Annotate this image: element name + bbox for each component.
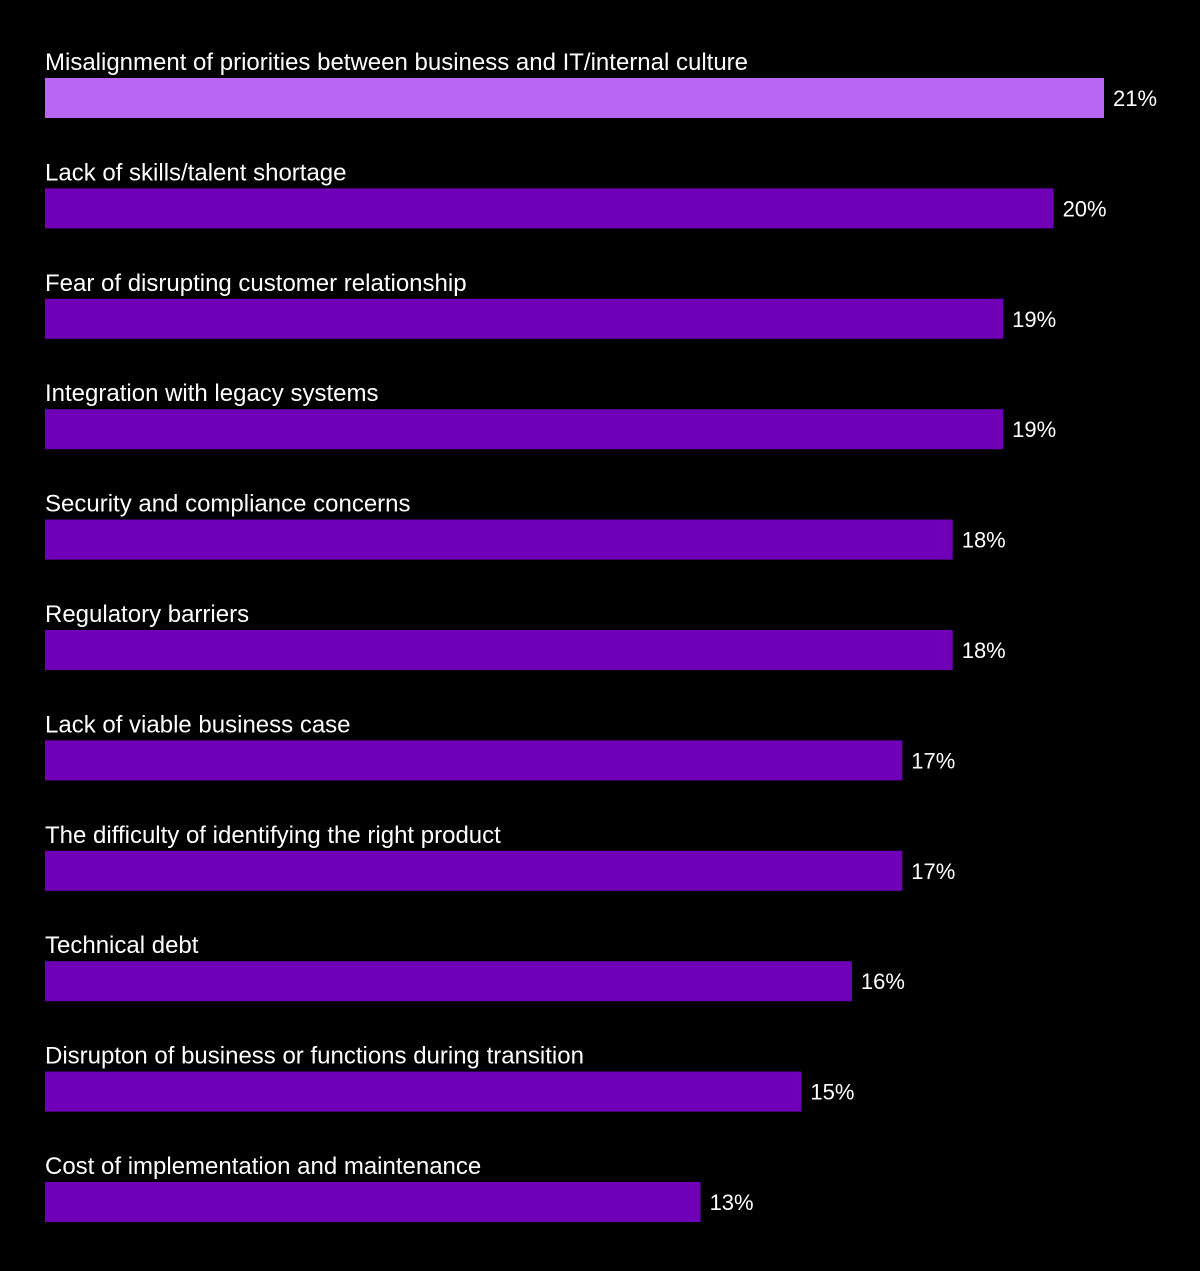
- category-label: Disrupton of business or functions durin…: [45, 1043, 584, 1070]
- bar: [45, 188, 1054, 229]
- bar: [45, 740, 903, 781]
- value-label: 13%: [710, 1190, 754, 1215]
- bar: [45, 409, 1004, 450]
- category-label: Technical debt: [45, 932, 199, 959]
- value-label: 16%: [861, 969, 905, 994]
- value-label: 20%: [1063, 196, 1107, 221]
- value-label: 19%: [1012, 417, 1056, 442]
- bar: [45, 1182, 701, 1222]
- bar: [45, 78, 1104, 118]
- value-label: 15%: [810, 1080, 854, 1105]
- bar: [45, 519, 953, 560]
- bar: [45, 850, 903, 891]
- value-label: 21%: [1113, 86, 1157, 111]
- category-label: Security and compliance concerns: [45, 491, 411, 518]
- value-label: 18%: [962, 528, 1006, 553]
- category-label: Lack of viable business case: [45, 711, 351, 738]
- category-label: Integration with legacy systems: [45, 380, 378, 407]
- bar: [45, 630, 953, 670]
- value-label: 17%: [911, 748, 955, 773]
- bar: [45, 961, 852, 1002]
- value-label: 18%: [962, 638, 1006, 663]
- category-label: Regulatory barriers: [45, 601, 249, 628]
- bar: [45, 1071, 802, 1112]
- value-label: 19%: [1012, 307, 1056, 332]
- value-label: 17%: [911, 859, 955, 884]
- category-label: Lack of skills/talent shortage: [45, 159, 347, 186]
- category-label: Cost of implementation and maintenance: [45, 1153, 481, 1180]
- category-label: Misalignment of priorities between busin…: [45, 49, 748, 76]
- category-label: The difficulty of identifying the right …: [45, 822, 501, 849]
- bar: [45, 298, 1004, 339]
- category-label: Fear of disrupting customer relationship: [45, 270, 467, 297]
